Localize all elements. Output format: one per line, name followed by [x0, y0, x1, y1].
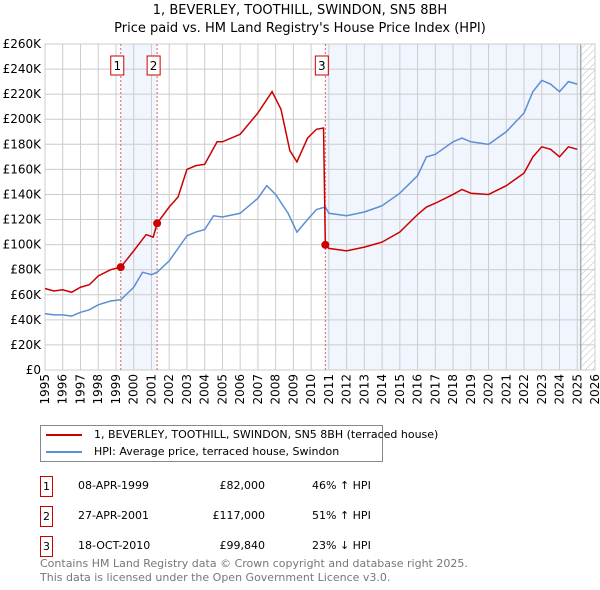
x-tick-label: 2012 [340, 374, 354, 405]
transaction-hpi-diff: 23% ↓ HPI [312, 539, 371, 552]
transaction-number: 1 [40, 476, 53, 497]
y-tick-label: £200K [3, 112, 43, 126]
sale-point [153, 219, 162, 228]
x-tick-label: 2003 [180, 374, 194, 405]
transaction-price: £82,000 [219, 479, 266, 492]
y-tick-label: £260K [3, 37, 43, 51]
transaction-price: £117,000 [212, 509, 266, 522]
x-tick-label: 2000 [127, 374, 141, 405]
transaction-hpi-diff: 51% ↑ HPI [312, 509, 371, 522]
x-tick-label: 2013 [357, 374, 371, 405]
legend-label: 1, BEVERLEY, TOOTHILL, SWINDON, SN5 8BH … [94, 428, 439, 441]
x-tick-label: 2007 [251, 374, 265, 405]
plot-frame [44, 43, 596, 371]
x-tick-label: 2008 [269, 374, 283, 405]
x-tick-label: 2021 [499, 374, 513, 405]
sale-point [116, 263, 125, 272]
x-tick-label: 2023 [535, 374, 549, 405]
x-tick-label: 2006 [233, 374, 247, 405]
legend-label: HPI: Average price, terraced house, Swin… [94, 445, 340, 458]
x-tick-label: 2025 [570, 374, 584, 405]
x-tick-label: 1998 [91, 374, 105, 405]
x-tick-label: 2020 [482, 374, 496, 405]
x-tick-label: 2022 [517, 374, 531, 405]
x-tick-label: 2026 [588, 374, 600, 405]
sale-label: 2 [150, 59, 158, 73]
x-tick-label: 2016 [411, 374, 425, 405]
x-tick-label: 2001 [144, 374, 158, 405]
x-tick-label: 1999 [109, 374, 123, 405]
transaction-row: 2 27-APR-2001 £117,000 51% ↑ HPI [40, 506, 440, 527]
x-tick-label: 2018 [446, 374, 460, 405]
chart-title: 1, BEVERLEY, TOOTHILL, SWINDON, SN5 8BH [152, 3, 448, 18]
footer-line-1: Contains HM Land Registry data © Crown c… [40, 557, 468, 570]
x-tick-label: 1996 [56, 374, 70, 405]
x-tick-label: 2019 [464, 374, 478, 405]
x-tick-label: 2017 [428, 374, 442, 405]
transaction-hpi-diff: 46% ↑ HPI [312, 479, 371, 492]
x-tick-label: 2024 [553, 374, 567, 405]
legend: 1, BEVERLEY, TOOTHILL, SWINDON, SN5 8BH … [40, 425, 438, 462]
legend-swatch-blue [46, 451, 82, 453]
y-tick-label: £160K [3, 162, 43, 176]
x-tick-label: 1997 [73, 374, 87, 405]
y-tick-label: £60K [10, 288, 42, 302]
transaction-date: 27-APR-2001 [78, 509, 150, 522]
y-tick-label: £240K [3, 62, 43, 76]
transaction-row: 3 18-OCT-2010 £99,840 23% ↓ HPI [40, 536, 440, 557]
x-tick-label: 2014 [375, 374, 389, 405]
y-tick-label: £0 [26, 363, 41, 377]
x-tick-label: 1995 [38, 374, 52, 405]
sale-label: 1 [113, 59, 121, 73]
legend-item-hpi: HPI: Average price, terraced house, Swin… [41, 444, 339, 460]
transaction-row: 1 08-APR-1999 £82,000 46% ↑ HPI [40, 476, 440, 497]
y-tick-label: £120K [3, 213, 43, 227]
transaction-price: £99,840 [219, 539, 266, 552]
x-tick-label: 2015 [393, 374, 407, 405]
x-tick-label: 2010 [304, 374, 318, 405]
x-tick-label: 2004 [198, 374, 212, 405]
y-tick-label: £20K [10, 338, 42, 352]
y-tick-label: £180K [3, 137, 43, 151]
chart-subtitle: Price paid vs. HM Land Registry's House … [114, 21, 486, 36]
transaction-number: 3 [40, 536, 53, 557]
sale-label-box [146, 55, 161, 76]
transaction-number: 2 [40, 506, 53, 527]
x-tick-label: 2002 [162, 374, 176, 405]
footer-line-2: This data is licensed under the Open Gov… [40, 571, 391, 584]
y-tick-label: £220K [3, 87, 43, 101]
series-line [44, 79, 578, 317]
x-tick-label: 2011 [322, 374, 336, 405]
transaction-date: 08-APR-1999 [78, 479, 150, 492]
y-tick-label: £140K [3, 187, 43, 201]
legend-item-property: 1, BEVERLEY, TOOTHILL, SWINDON, SN5 8BH … [41, 427, 438, 443]
y-tick-label: £100K [3, 238, 43, 252]
sale-label: 3 [318, 59, 326, 73]
y-tick-label: £40K [10, 313, 42, 327]
x-tick-label: 2005 [215, 374, 229, 405]
legend-swatch-red [46, 434, 82, 436]
sale-label-box [314, 55, 329, 76]
chart-svg: 1995 1996 1997 1998 1999 2000 2001 2002 2003 2004… [3, 37, 600, 405]
x-tick-label: 2009 [286, 374, 300, 405]
transaction-date: 18-OCT-2010 [78, 539, 151, 552]
sale-point [321, 240, 330, 249]
sale-label-box [110, 55, 125, 76]
forecast-hatch [580, 44, 595, 370]
y-tick-label: £80K [10, 263, 42, 277]
